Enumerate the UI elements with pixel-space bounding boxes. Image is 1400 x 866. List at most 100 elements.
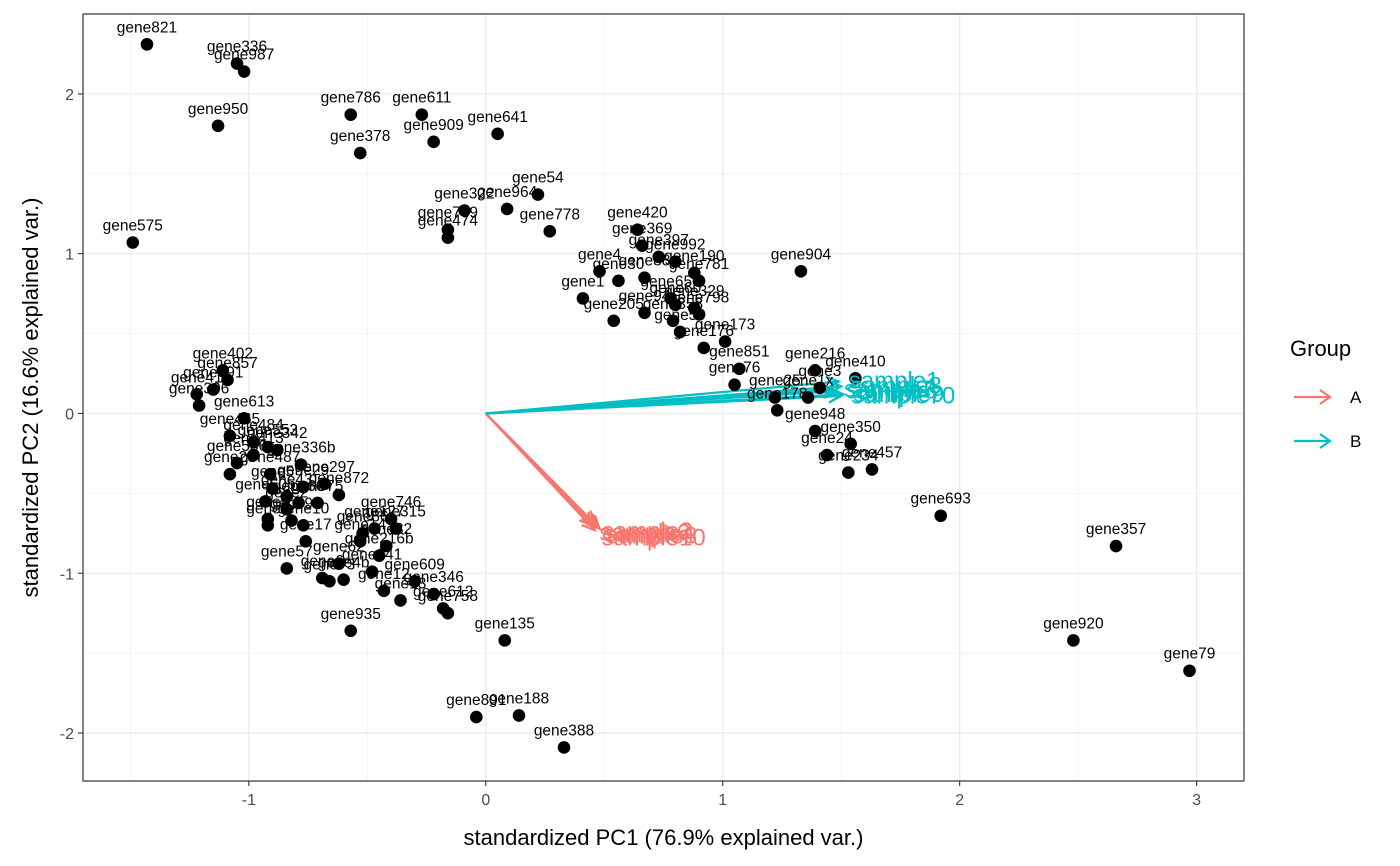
point-label: gene30 [593, 256, 645, 273]
point-label: gene857 [197, 355, 257, 372]
data-point [844, 437, 857, 451]
point-label: gene781 [669, 256, 729, 273]
point-label: gene190 [664, 248, 725, 265]
data-point [557, 741, 571, 754]
data-point [368, 522, 381, 535]
data-point [934, 509, 948, 523]
point-label: gene611 [392, 90, 451, 107]
point-label: gene641 [467, 109, 527, 126]
data-point [1183, 664, 1196, 678]
point-label: gene43 [261, 472, 313, 489]
data-point [1067, 634, 1080, 647]
data-point [192, 399, 206, 412]
point-label: gene369 [612, 221, 672, 238]
data-point [344, 108, 358, 121]
point-label: gene41 [171, 369, 223, 386]
data-point [500, 202, 514, 216]
point-label: gene987 [214, 47, 274, 64]
data-point [140, 38, 154, 51]
loading-label: sample8 [607, 523, 698, 550]
x-tick-label: -1 [242, 792, 256, 809]
point-label: gene13 [375, 575, 427, 592]
x-axis-title: standardized PC1 (76.9% explained var.) [464, 825, 864, 850]
data-point [247, 448, 260, 462]
point-label: gene6 [301, 553, 344, 570]
point-label: gene94 [619, 288, 671, 305]
point-label: gene553 [238, 422, 298, 439]
data-point [297, 519, 310, 532]
data-point [247, 435, 260, 449]
point-label: gene746 [361, 494, 421, 511]
point-label: gene891 [446, 692, 506, 709]
legend-entry: B [1294, 432, 1361, 451]
point-label: gene297 [295, 459, 355, 476]
point-label: gene457 [842, 444, 902, 461]
point-label: gene60 [649, 280, 701, 297]
point-label: gene127 [344, 504, 404, 521]
point-label: gene613 [214, 393, 274, 410]
point-label: gene336 [207, 39, 267, 56]
point-label: gene1x [783, 373, 834, 390]
data-point [470, 710, 483, 724]
point-label: gene357 [1086, 521, 1146, 538]
data-point [673, 325, 687, 339]
data-point [666, 314, 680, 328]
point-label: gene693 [911, 491, 971, 508]
point-label: gene575 [103, 218, 163, 235]
data-point [372, 549, 386, 562]
data-point [733, 362, 746, 376]
data-point [512, 709, 526, 722]
point-label: gene178 [747, 385, 807, 402]
point-label: gene388 [534, 722, 594, 739]
loading-label: sample70 [851, 382, 955, 409]
data-point [259, 495, 272, 508]
y-tick-label: 1 [65, 247, 74, 264]
legend-label: B [1350, 432, 1361, 451]
data-point [263, 467, 277, 481]
loading-arrow-line [484, 412, 596, 531]
point-label: gene650 [640, 273, 701, 290]
legend: Group A B [1290, 336, 1362, 451]
loading-label: sample3 [851, 373, 942, 400]
loading-label: sample7 [844, 376, 935, 403]
data-point [808, 364, 822, 377]
data-point [332, 557, 346, 570]
point-label: gene135 [475, 615, 535, 632]
data-point [230, 456, 244, 470]
point-label: gene59 [654, 307, 706, 324]
data-point [280, 490, 294, 503]
point-label: gene60b [235, 476, 295, 493]
data-point [311, 496, 324, 510]
point-label: gene336b [266, 440, 335, 457]
loading-arrows [484, 375, 847, 532]
point-label: gene1 [561, 273, 604, 290]
data-point [768, 391, 782, 404]
data-point [344, 624, 358, 638]
point-label: gene79 [1164, 646, 1216, 663]
point-label: gene216b [345, 531, 414, 548]
data-point [441, 606, 455, 620]
data-point [427, 135, 440, 149]
data-point [190, 388, 204, 401]
data-point [394, 594, 407, 607]
data-point [593, 264, 606, 278]
data-point [280, 503, 294, 516]
data-point [770, 403, 784, 417]
legend-key-arrowhead [1319, 433, 1332, 449]
data-point [223, 467, 237, 481]
data-point [427, 587, 440, 601]
data-point [692, 274, 706, 288]
point-label: gene88 [619, 253, 671, 270]
point-label: gene234 [818, 448, 879, 465]
point-label: gene73 [304, 556, 356, 573]
data-point [531, 188, 545, 201]
data-point [389, 522, 403, 535]
data-point [237, 65, 251, 78]
loading-arrow-head [581, 516, 597, 532]
point-label: gene487 [240, 449, 300, 466]
point-label: gene76 [709, 360, 761, 377]
point-label: gene786 [321, 90, 381, 107]
data-point [813, 381, 827, 395]
